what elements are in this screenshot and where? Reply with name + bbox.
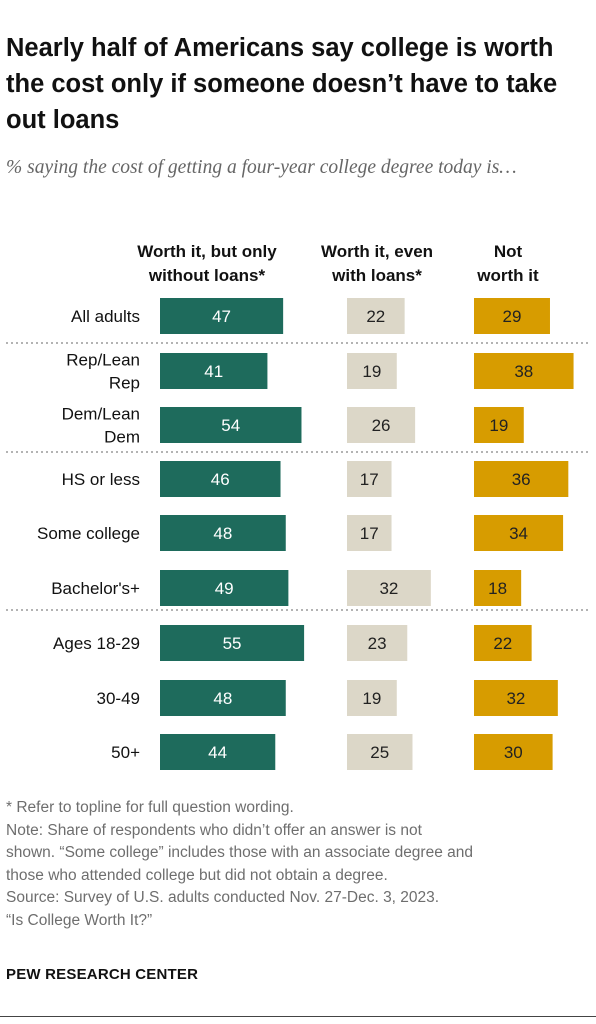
category-label-3-line-1: Dem/Lean	[62, 405, 140, 424]
bottom-divider	[0, 1016, 596, 1017]
bar-value-s1-row-3: 54	[221, 416, 240, 435]
bar-s2-row-3	[347, 407, 416, 443]
chart-subtitle: % saying the cost of getting a four-year…	[6, 157, 517, 178]
bar-s2-row-4	[347, 461, 392, 497]
bar-s3-row-2	[474, 353, 574, 389]
bar-s2-row-6	[347, 570, 431, 606]
category-label-2-line-1: Rep/Lean	[66, 351, 140, 370]
category-label-5: Some college	[37, 524, 140, 543]
footnote-report-title: “Is College Worth It?”	[6, 911, 153, 929]
bar-value-s3-row-1: 29	[503, 307, 522, 326]
category-label-6: Bachelor's+	[51, 579, 140, 598]
column-header-1-line-2: without loans*	[148, 266, 266, 285]
bar-value-s2-row-3: 26	[372, 416, 391, 435]
bar-value-s2-row-5: 17	[360, 524, 379, 543]
bar-value-s3-row-6: 18	[488, 579, 507, 598]
bar-s2-row-8	[347, 680, 397, 716]
bar-value-s3-row-5: 34	[509, 524, 528, 543]
bar-value-s1-row-8: 48	[213, 689, 232, 708]
bar-value-s3-row-4: 36	[512, 470, 531, 489]
category-label-8: 30-49	[97, 689, 140, 708]
bar-value-s1-row-2: 41	[204, 362, 223, 381]
footnote-note-line-1: Note: Share of respondents who didn’t of…	[6, 821, 422, 839]
bar-value-s3-row-3: 19	[489, 416, 508, 435]
footnote-asterisk: * Refer to topline for full question wor…	[6, 799, 294, 816]
bar-s1-row-6	[160, 570, 289, 606]
bar-value-s2-row-6: 32	[379, 579, 398, 598]
chart-title: Nearly half of Americans say college is …	[6, 34, 558, 134]
bar-s2-row-1	[347, 298, 405, 334]
category-label-1: All adults	[71, 307, 140, 326]
bar-value-s3-row-2: 38	[514, 362, 533, 381]
bar-value-s1-row-6: 49	[215, 579, 234, 598]
category-label-9: 50+	[111, 743, 140, 762]
bar-value-s2-row-7: 23	[368, 634, 387, 653]
bar-s1-row-8	[160, 680, 286, 716]
pew-research-center-logo-text: PEW RESEARCH CENTER	[6, 966, 199, 983]
bar-s1-row-3	[160, 407, 302, 443]
bar-s1-row-4	[160, 461, 281, 497]
bar-s3-row-3	[474, 407, 524, 443]
category-label-7: Ages 18-29	[53, 634, 140, 653]
bar-s1-row-9	[160, 734, 276, 770]
bar-s3-row-8	[474, 680, 558, 716]
bar-s2-row-9	[347, 734, 413, 770]
bar-s3-row-6	[474, 570, 522, 606]
column-header-2-line-2: with loans*	[331, 266, 422, 285]
bar-value-s2-row-8: 19	[362, 689, 381, 708]
bar-s1-row-2	[160, 353, 268, 389]
footnotes: * Refer to topline for full question wor…	[6, 797, 592, 932]
footnote-source: Source: Survey of U.S. adults conducted …	[6, 889, 440, 906]
bar-value-s3-row-9: 30	[504, 743, 523, 762]
footnote-note-line-2: shown. “Some college” includes those wit…	[6, 844, 473, 861]
bar-value-s3-row-7: 22	[493, 634, 512, 653]
category-label-4: HS or less	[62, 470, 140, 489]
bar-s2-row-5	[347, 515, 392, 551]
bar-s1-row-7	[160, 625, 305, 661]
bar-value-s1-row-7: 55	[223, 634, 242, 653]
bar-value-s1-row-9: 44	[208, 743, 227, 762]
bar-s3-row-7	[474, 625, 532, 661]
column-header-1-line-1: Worth it, but only	[137, 242, 277, 261]
bar-value-s1-row-1: 47	[212, 307, 231, 326]
bar-value-s2-row-4: 17	[360, 470, 379, 489]
bar-s3-row-9	[474, 734, 553, 770]
category-label-3-line-2: Dem	[104, 428, 140, 447]
column-header-3-line-1: Not	[494, 242, 523, 261]
bar-s3-row-1	[474, 298, 550, 334]
bar-value-s1-row-4: 46	[211, 470, 230, 489]
bar-value-s3-row-8: 32	[506, 689, 525, 708]
bar-s2-row-7	[347, 625, 408, 661]
category-label-2-line-2: Rep	[109, 374, 140, 393]
bar-s1-row-1	[160, 298, 284, 334]
bar-s2-row-2	[347, 353, 397, 389]
column-header-2-line-1: Worth it, even	[321, 242, 433, 261]
bar-value-s1-row-5: 48	[213, 524, 232, 543]
bar-value-s2-row-2: 19	[362, 362, 381, 381]
bar-chart: Worth it, but only without loans* Worth it…	[6, 242, 590, 770]
bar-value-s2-row-9: 25	[370, 743, 389, 762]
bar-s1-row-5	[160, 515, 286, 551]
footnote-note-line-3: those who attended college but did not o…	[6, 866, 388, 884]
bar-s3-row-4	[474, 461, 569, 497]
bar-value-s2-row-1: 22	[366, 307, 385, 326]
bar-s3-row-5	[474, 515, 564, 551]
column-header-3-line-2: worth it	[476, 266, 539, 285]
